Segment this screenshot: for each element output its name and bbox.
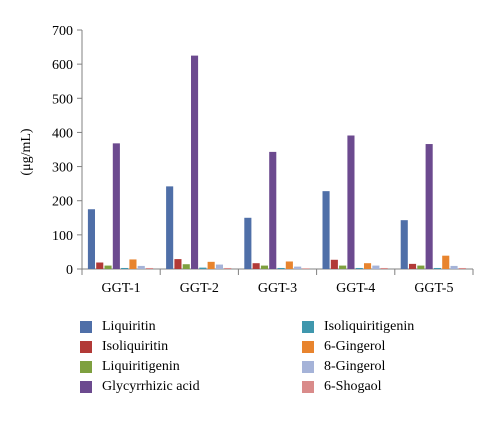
x-axis: GGT-1 GGT-2 GGT-3 GGT-4 GGT-5 [81, 268, 474, 296]
bar [260, 265, 268, 269]
legend-swatch [302, 341, 314, 353]
bar [121, 267, 129, 269]
legend-item: Liquiritigenin [80, 358, 180, 376]
legend-label: Liquiritin [102, 319, 156, 334]
bar [129, 259, 137, 269]
legend-label: Liquiritigenin [102, 359, 180, 374]
bar [400, 220, 408, 269]
y-tick-label: 500 [52, 92, 73, 107]
legend-label: Glycyrrhizic acid [102, 379, 200, 394]
bar [364, 263, 372, 269]
y-tick-label: 100 [52, 229, 73, 244]
bar [277, 267, 285, 269]
legend-swatch [302, 381, 314, 393]
legend-swatch [80, 341, 92, 353]
legend-item: Isoliquiritin [80, 338, 168, 356]
legend-swatch [80, 321, 92, 333]
bar [146, 267, 154, 269]
bar [244, 217, 252, 269]
x-tick-label: GGT-1 [102, 281, 141, 296]
y-tick-label: 0 [66, 263, 73, 278]
bars [87, 55, 466, 269]
bar [347, 135, 355, 269]
bar [450, 265, 458, 269]
bar [442, 255, 450, 269]
bar [372, 265, 380, 269]
bar [112, 143, 120, 269]
y-tick-label: 600 [52, 58, 73, 73]
legend-item: 6-Gingerol [302, 338, 385, 356]
bar [137, 265, 145, 269]
bar [87, 209, 95, 269]
legend-item: 6-Shogaol [302, 378, 382, 396]
y-tick-label: 300 [52, 161, 73, 176]
legend-label: Isoliquiritin [102, 339, 169, 354]
bar [355, 267, 363, 269]
bar [269, 151, 277, 269]
legend-label: 6-Gingerol [324, 339, 386, 354]
bar [417, 265, 425, 269]
legend-item: 8-Gingerol [302, 358, 385, 376]
y-axis-label: (μg/mL) [19, 128, 34, 175]
legend-item: Isoliquiritigenin [302, 318, 414, 336]
y-tick-label: 400 [52, 126, 73, 141]
bar [380, 267, 388, 269]
bar [191, 55, 199, 269]
bar [425, 144, 433, 269]
bar [339, 265, 347, 269]
bar [409, 263, 417, 269]
bar [166, 186, 174, 269]
legend-item: Liquiritin [80, 318, 156, 336]
bar [285, 261, 293, 269]
y-axis: 0 100 200 300 400 500 600 700 [52, 24, 83, 278]
y-tick-label: 200 [52, 195, 73, 210]
legend-swatch [80, 381, 92, 393]
bar [207, 261, 215, 269]
legend-label: Isoliquiritigenin [324, 319, 415, 334]
legend-swatch [80, 361, 92, 373]
x-tick-label: GGT-3 [258, 281, 297, 296]
x-tick-label: GGT-4 [336, 281, 375, 296]
legend-swatch [302, 321, 314, 333]
legend-item: Glycyrrhizic acid [80, 378, 200, 396]
bar [294, 266, 302, 269]
legend-label: 8-Gingerol [324, 359, 386, 374]
bar [96, 262, 104, 269]
bar [458, 267, 466, 269]
legend-swatch [302, 361, 314, 373]
bar [174, 259, 182, 269]
bar [199, 267, 207, 269]
x-tick-label: GGT-5 [414, 281, 453, 296]
bar [433, 267, 441, 269]
x-tick-label: GGT-2 [180, 281, 219, 296]
bar [215, 264, 223, 269]
bar [252, 263, 260, 269]
bar [104, 265, 112, 269]
bar [302, 268, 310, 269]
bar [322, 191, 330, 269]
legend-label: 6-Shogaol [324, 379, 382, 394]
bar [182, 264, 190, 269]
bar [224, 267, 232, 269]
bar [330, 259, 338, 269]
y-tick-label: 700 [52, 24, 73, 39]
